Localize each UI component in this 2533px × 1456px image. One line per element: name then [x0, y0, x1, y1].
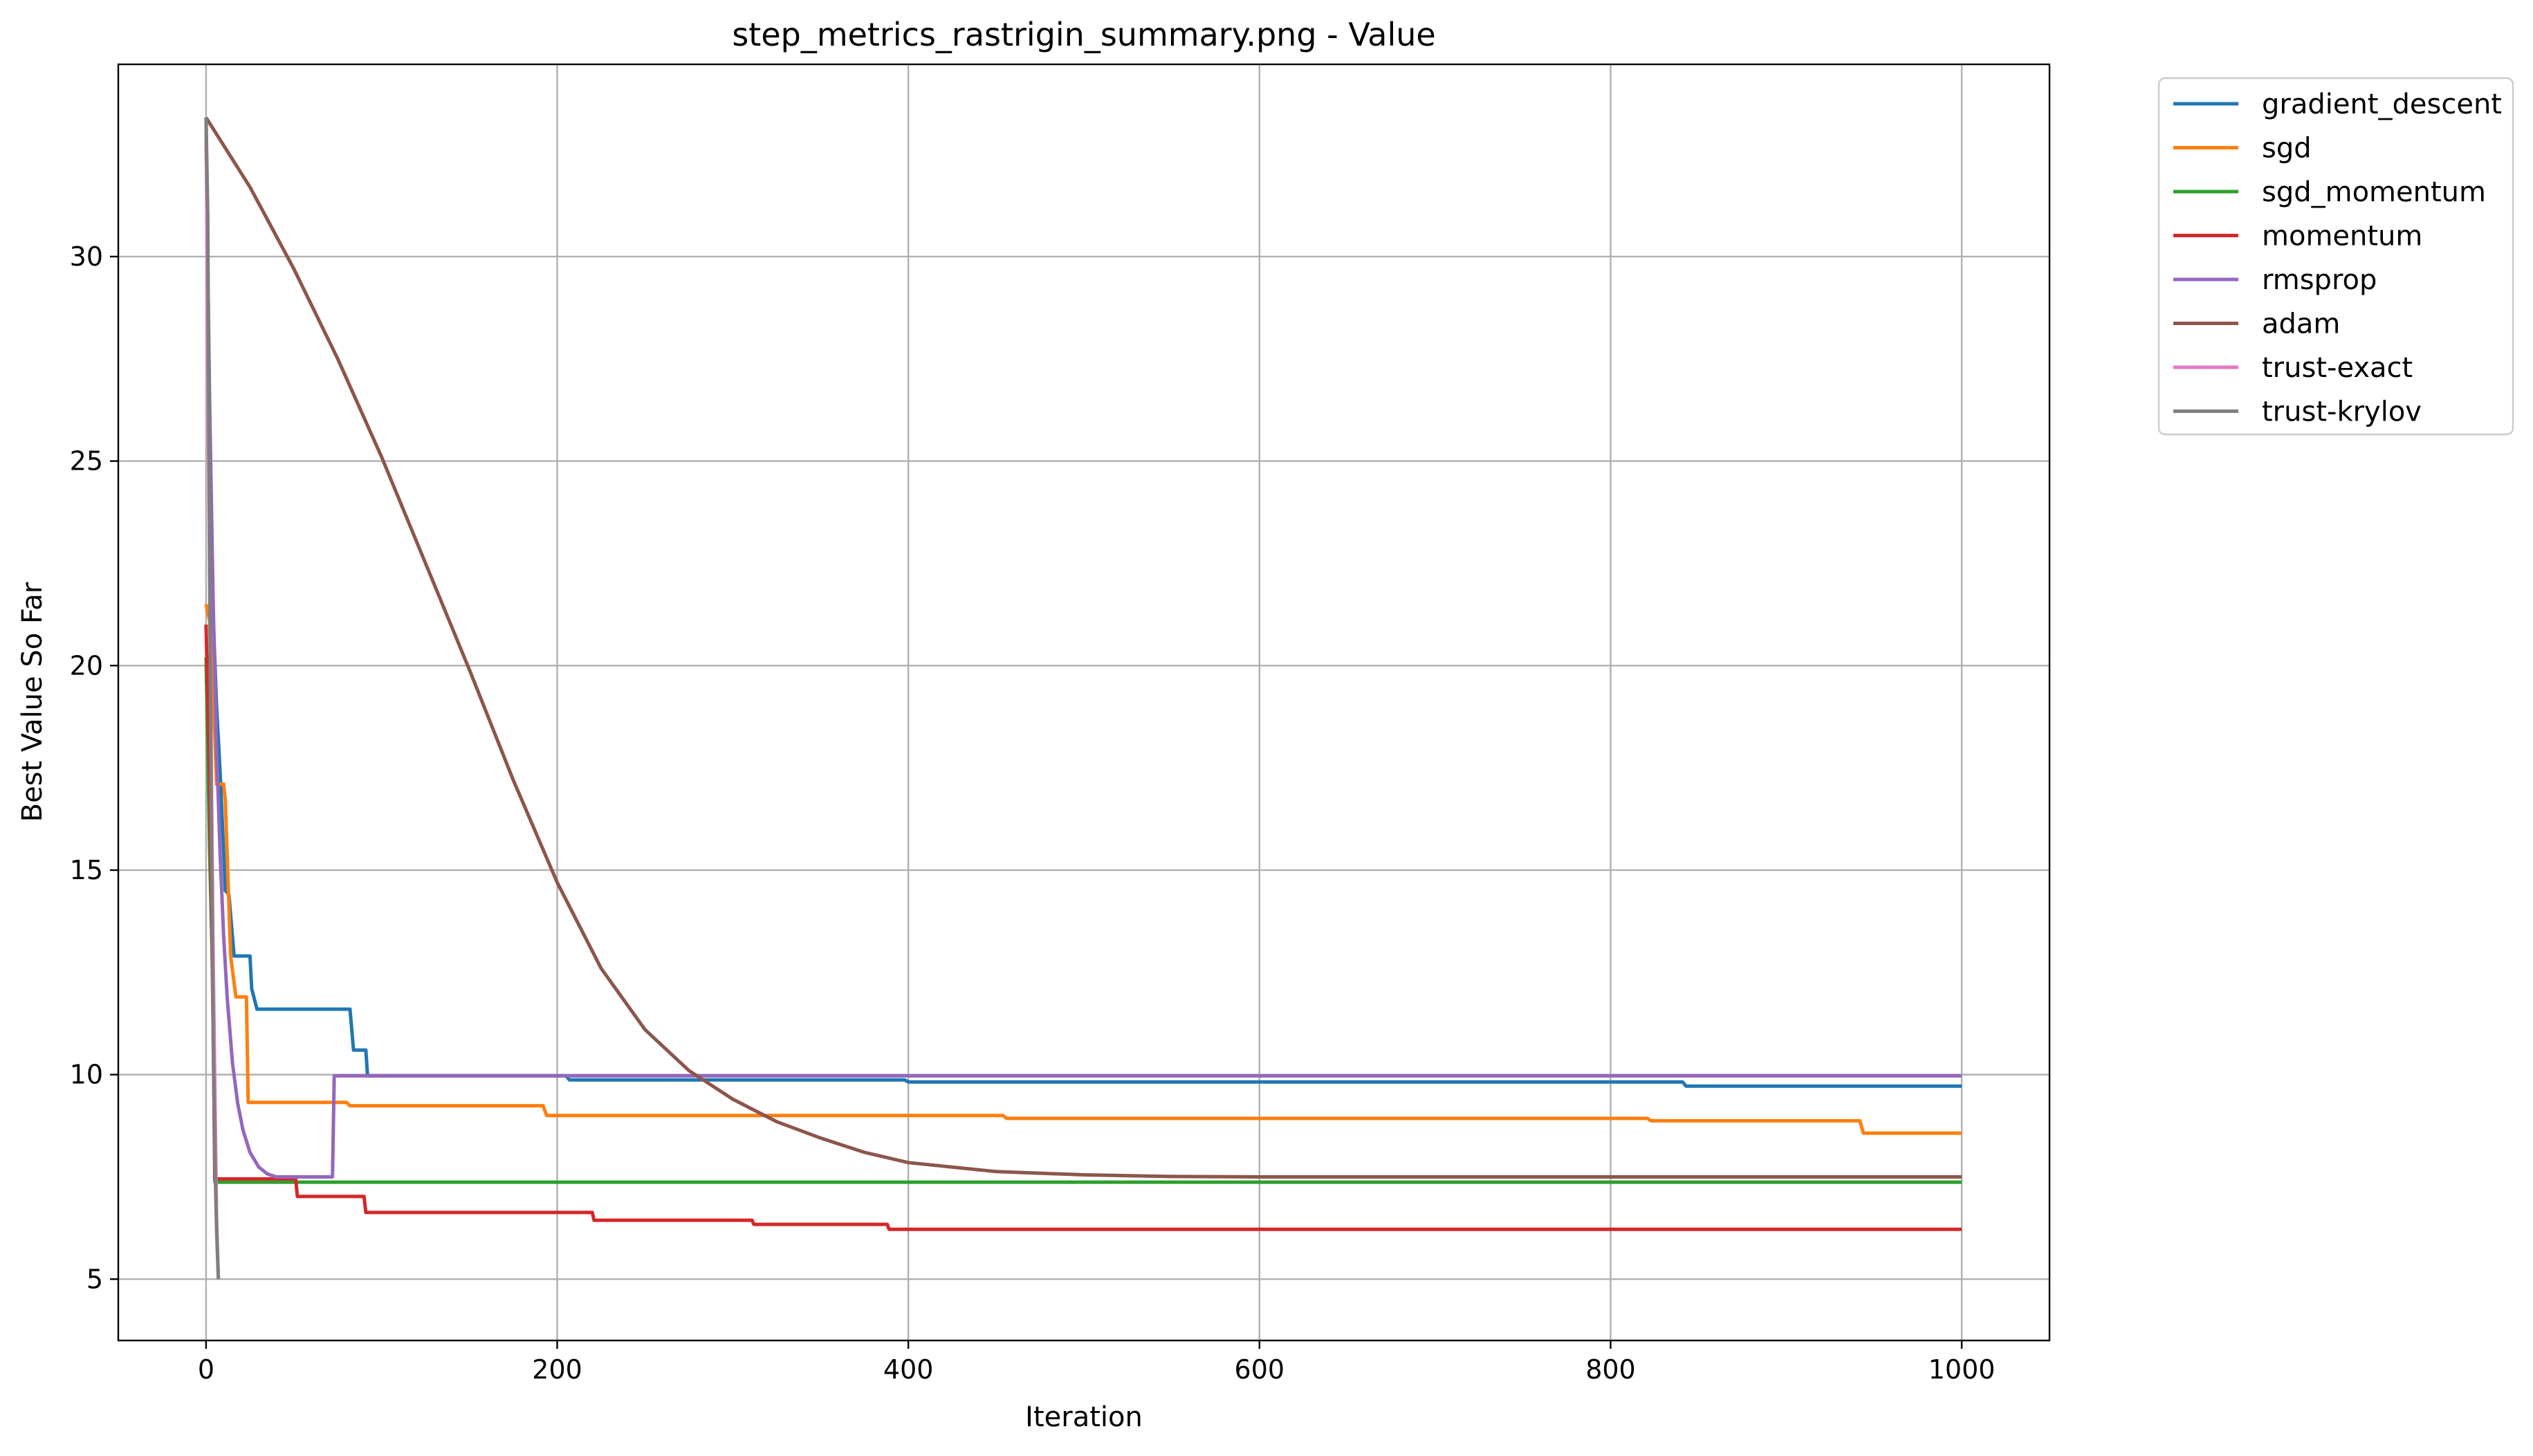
- legend-label-trust-exact: trust-exact: [2262, 352, 2413, 384]
- chart-title: step_metrics_rastrigin_summary.png - Val…: [732, 16, 1435, 53]
- x-tick-label: 0: [198, 1354, 214, 1385]
- legend-label-rmsprop: rmsprop: [2262, 264, 2377, 296]
- legend-label-momentum: momentum: [2262, 221, 2422, 252]
- legend-label-trust-krylov: trust-krylov: [2262, 396, 2422, 428]
- legend-label-sgd: sgd: [2262, 133, 2312, 165]
- legend-label-adam: adam: [2262, 308, 2340, 340]
- y-tick-label: 15: [70, 855, 103, 885]
- y-axis-label: Best Value So Far: [17, 582, 48, 822]
- y-tick-label: 25: [70, 446, 103, 477]
- legend-label-gradient_descent: gradient_descent: [2262, 89, 2502, 120]
- x-axis-label: Iteration: [1025, 1401, 1143, 1433]
- y-tick-label: 5: [86, 1264, 103, 1294]
- x-tick-label: 600: [1235, 1354, 1285, 1385]
- x-tick-label: 200: [532, 1354, 582, 1385]
- x-tick-label: 800: [1585, 1354, 1636, 1385]
- x-tick-label: 400: [883, 1354, 934, 1385]
- y-tick-label: 10: [70, 1060, 103, 1090]
- x-tick-label: 1000: [1928, 1354, 1996, 1385]
- legend-label-sgd_momentum: sgd_momentum: [2262, 176, 2486, 208]
- y-tick-label: 20: [70, 650, 103, 681]
- y-tick-label: 30: [70, 241, 103, 272]
